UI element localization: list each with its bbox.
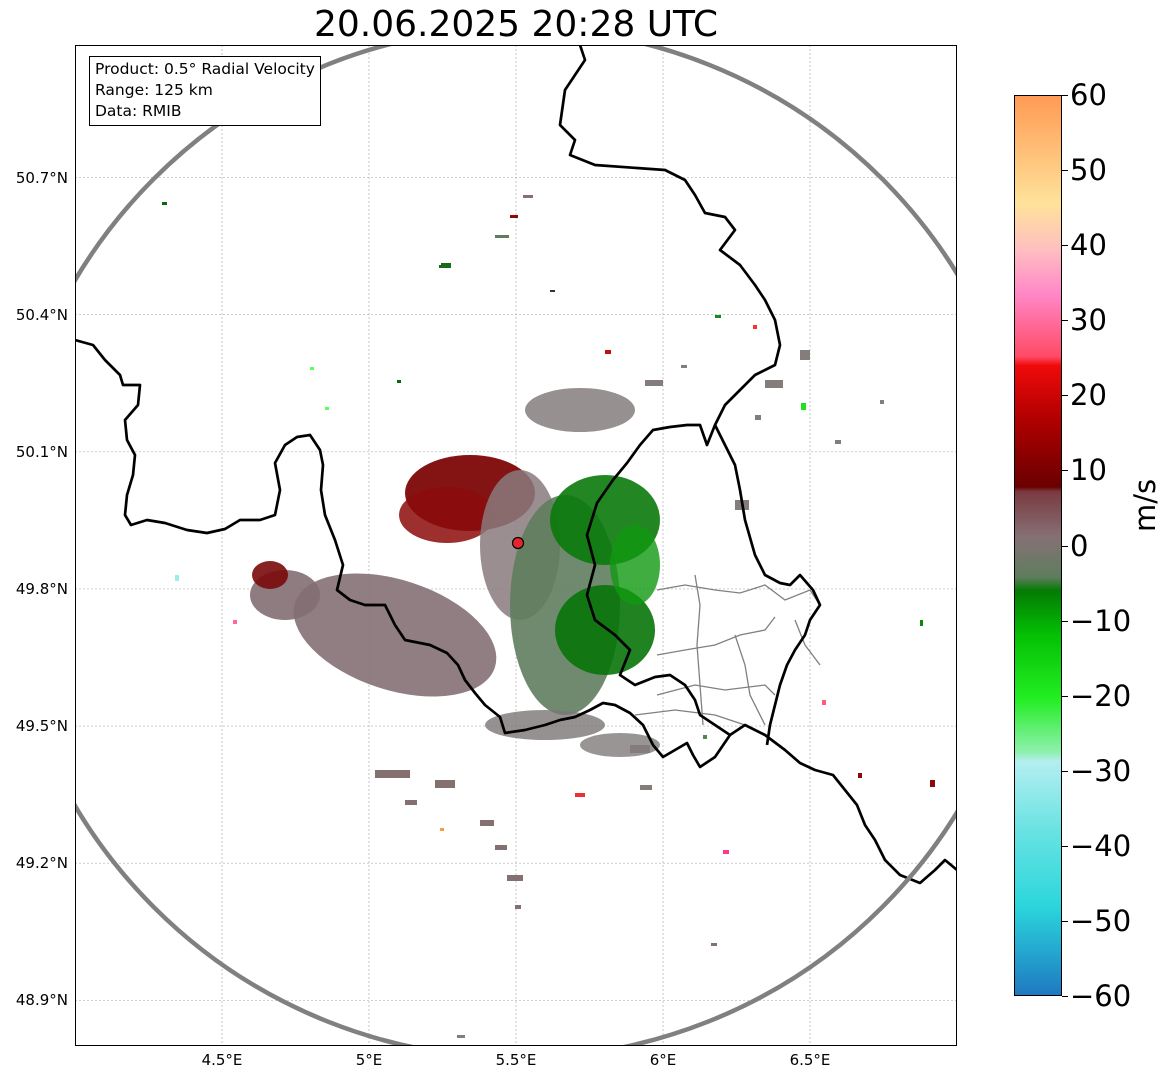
colorbar-tick (1062, 920, 1068, 922)
velocity-echoes (162, 195, 935, 1038)
colorbar-tick-label: 10 (1070, 453, 1107, 488)
colorbar-tick (1062, 770, 1068, 772)
colorbar-tick-label: −30 (1070, 753, 1132, 788)
colorbar-tick (1062, 320, 1068, 322)
colorbar-tick-label: 40 (1070, 228, 1107, 263)
lat-tick-label: 50.4°N (15, 305, 68, 324)
lon-tick-label: 6°E (649, 1051, 677, 1069)
lat-tick-label: 48.9°N (15, 991, 68, 1010)
colorbar-unit-label: m/s (1128, 478, 1162, 532)
info-range: Range: 125 km (95, 81, 213, 99)
region-borders (634, 574, 821, 726)
velocity-colorbar (1014, 95, 1062, 996)
radar-map[interactable] (75, 45, 957, 1046)
colorbar-tick (1062, 245, 1068, 247)
colorbar-tick (1062, 845, 1068, 847)
lon-tick-label: 4.5°E (201, 1051, 243, 1069)
colorbar-tick (1062, 620, 1068, 622)
lon-tick-label: 6.5°E (789, 1051, 831, 1069)
info-product: Product: 0.5° Radial Velocity (95, 60, 315, 78)
radar-site-marker (511, 536, 525, 550)
colorbar-tick-label: 0 (1070, 528, 1089, 563)
colorbar-tick (1062, 95, 1068, 96)
info-data-source: Data: RMIB (95, 102, 182, 120)
lon-tick-label: 5.5°E (495, 1051, 537, 1069)
colorbar-tick (1062, 395, 1068, 397)
country-borders (75, 45, 957, 885)
colorbar-tick-label: −60 (1070, 979, 1132, 1013)
colorbar-tick-label: 60 (1070, 78, 1107, 112)
colorbar-tick-label: −50 (1070, 903, 1132, 938)
lon-tick-label: 5°E (355, 1051, 383, 1069)
lat-tick-label: 49.5°N (15, 717, 68, 736)
lat-tick-label: 50.1°N (15, 442, 68, 461)
lat-tick-label: 50.7°N (15, 168, 68, 187)
page-title: 20.06.2025 20:28 UTC (313, 4, 719, 45)
lat-tick-label: 49.2°N (15, 854, 68, 873)
colorbar-tick-label: −20 (1070, 678, 1132, 713)
colorbar-tick (1062, 545, 1068, 547)
colorbar-tick (1062, 470, 1068, 472)
info-box: Product: 0.5° Radial Velocity Range: 125… (89, 56, 321, 126)
colorbar-tick-label: −10 (1070, 603, 1132, 638)
colorbar-tick (1062, 695, 1068, 697)
colorbar-tick (1062, 996, 1068, 997)
colorbar-tick (1062, 170, 1068, 172)
colorbar-tick-label: 30 (1070, 303, 1107, 338)
colorbar-tick-label: 50 (1070, 153, 1107, 188)
colorbar-tick-label: −40 (1070, 828, 1132, 863)
lat-tick-label: 49.8°N (15, 579, 68, 598)
colorbar-tick-label: 20 (1070, 378, 1107, 413)
